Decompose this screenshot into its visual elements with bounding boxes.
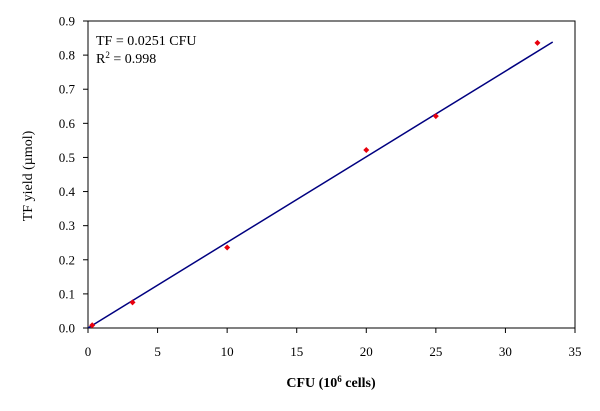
data-point	[432, 113, 439, 120]
x-tick-label: 35	[569, 344, 582, 359]
data-point	[129, 299, 136, 306]
x-tick-label: 15	[290, 344, 303, 359]
y-tick-label: 0.2	[59, 252, 75, 267]
data-point	[224, 244, 231, 251]
y-axis-ticks: 0.0 0.1 0.2 0.3 0.4 0.5 0.6 0.7 0.8 0.9	[59, 14, 88, 336]
x-tick-label: 25	[429, 344, 442, 359]
y-tick-label: 0.9	[59, 14, 75, 29]
y-tick-label: 0.8	[59, 48, 75, 63]
data-point	[363, 146, 370, 153]
fit-line	[87, 41, 554, 329]
y-tick-label: 0.6	[59, 116, 76, 131]
y-tick-label: 0.0	[59, 321, 75, 336]
data-point	[89, 322, 96, 329]
data-point	[534, 39, 541, 46]
x-tick-label: 30	[499, 344, 512, 359]
y-tick-label: 0.4	[59, 184, 76, 199]
plot-area	[87, 20, 576, 329]
x-tick-label: 5	[154, 344, 161, 359]
y-tick-label: 0.3	[59, 218, 75, 233]
r-squared-label: R2 = 0.998	[96, 50, 156, 67]
y-tick-label: 0.5	[59, 150, 75, 165]
fit-line-group	[87, 41, 554, 329]
y-tick-label: 0.1	[59, 286, 75, 301]
x-tick-label: 0	[85, 344, 92, 359]
x-axis-title: CFU (106 cells)	[286, 374, 376, 391]
x-axis-ticks: 0 5 10 15 20 25 30 35	[85, 328, 582, 359]
plot-frame	[87, 20, 576, 329]
y-axis-title: TF yield (µmol)	[21, 130, 36, 221]
y-tick-label: 0.7	[59, 82, 76, 97]
x-tick-label: 10	[221, 344, 234, 359]
data-points	[89, 39, 541, 329]
x-tick-label: 20	[360, 344, 373, 359]
fit-equation-label: TF = 0.0251 CFU	[96, 34, 196, 49]
